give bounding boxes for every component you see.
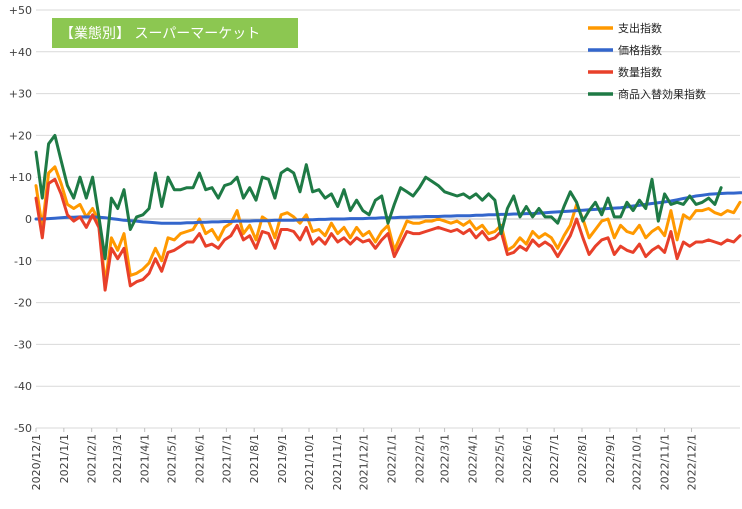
x-tick-label: 2022/9/1 bbox=[604, 434, 617, 483]
y-tick-label: -20 bbox=[14, 297, 32, 310]
legend-label-replacement: 商品入替効果指数 bbox=[618, 87, 706, 101]
grid-lines bbox=[35, 9, 740, 432]
x-tick-label: 2022/11/1 bbox=[659, 434, 672, 490]
x-tick-label: 2021/9/1 bbox=[276, 434, 289, 483]
series-line-replacement bbox=[34, 133, 723, 261]
x-tick-label: 2022/7/1 bbox=[548, 434, 561, 483]
x-tick-label: 2022/6/1 bbox=[521, 434, 534, 483]
y-axis-tick-labels: +50 +40 +30 +20 +10 0 -10 -20 -30 -40 -50 bbox=[9, 4, 32, 435]
x-axis-tick-labels: 2020/12/1 2021/1/1 2021/2/1 2021/3/1 2021/4/… bbox=[30, 434, 699, 490]
x-tick-label: 2021/2/1 bbox=[86, 434, 99, 483]
y-tick-label: -10 bbox=[14, 255, 32, 268]
x-tick-label: 2021/6/1 bbox=[193, 434, 206, 483]
legend-label-spending: 支出指数 bbox=[618, 21, 662, 35]
legend-label-price: 価格指数 bbox=[618, 43, 662, 57]
x-tick-label: 2022/10/1 bbox=[631, 434, 644, 490]
y-tick-label: +20 bbox=[9, 129, 32, 142]
y-tick-label: +10 bbox=[9, 171, 32, 184]
x-tick-label: 2021/4/1 bbox=[139, 434, 152, 483]
y-tick-label: -40 bbox=[14, 380, 32, 393]
x-tick-label: 2020/12/1 bbox=[30, 434, 43, 490]
x-tick-label: 2022/3/1 bbox=[439, 434, 452, 483]
x-tick-label: 2021/3/1 bbox=[111, 434, 124, 483]
series-line-quantity bbox=[34, 177, 742, 292]
x-tick-label: 2022/4/1 bbox=[466, 434, 479, 483]
y-tick-label: -50 bbox=[14, 422, 32, 435]
x-tick-label: 2022/1/1 bbox=[386, 434, 399, 483]
series-lines bbox=[34, 133, 742, 292]
legend: 支出指数 価格指数 数量指数 商品入替効果指数 bbox=[588, 21, 706, 101]
x-tick-label: 2022/12/1 bbox=[686, 434, 699, 490]
y-tick-label: +50 bbox=[9, 4, 32, 17]
x-tick-label: 2021/8/1 bbox=[248, 434, 261, 483]
series-line-spending bbox=[34, 165, 742, 286]
y-tick-label: +30 bbox=[9, 88, 32, 101]
x-tick-label: 2021/10/1 bbox=[303, 434, 316, 490]
x-tick-label: 2022/5/1 bbox=[493, 434, 506, 483]
y-tick-label: 0 bbox=[25, 213, 32, 226]
x-tick-label: 2022/2/1 bbox=[413, 434, 426, 483]
x-tick-label: 2021/12/1 bbox=[358, 434, 371, 490]
y-tick-label: -30 bbox=[14, 338, 32, 351]
chart-title-badge: 【業態別】 スーパーマーケット bbox=[52, 18, 298, 48]
x-tick-label: 2022/8/1 bbox=[576, 434, 589, 483]
x-tick-label: 2021/1/1 bbox=[58, 434, 71, 483]
chart-title: 【業態別】 スーパーマーケット bbox=[60, 26, 260, 42]
legend-label-quantity: 数量指数 bbox=[618, 65, 662, 79]
x-tick-label: 2021/5/1 bbox=[166, 434, 179, 483]
x-tick-label: 2021/11/1 bbox=[331, 434, 344, 490]
y-tick-label: +40 bbox=[9, 46, 32, 59]
x-tick-label: 2021/7/1 bbox=[220, 434, 233, 483]
chart-title-background bbox=[52, 18, 298, 48]
